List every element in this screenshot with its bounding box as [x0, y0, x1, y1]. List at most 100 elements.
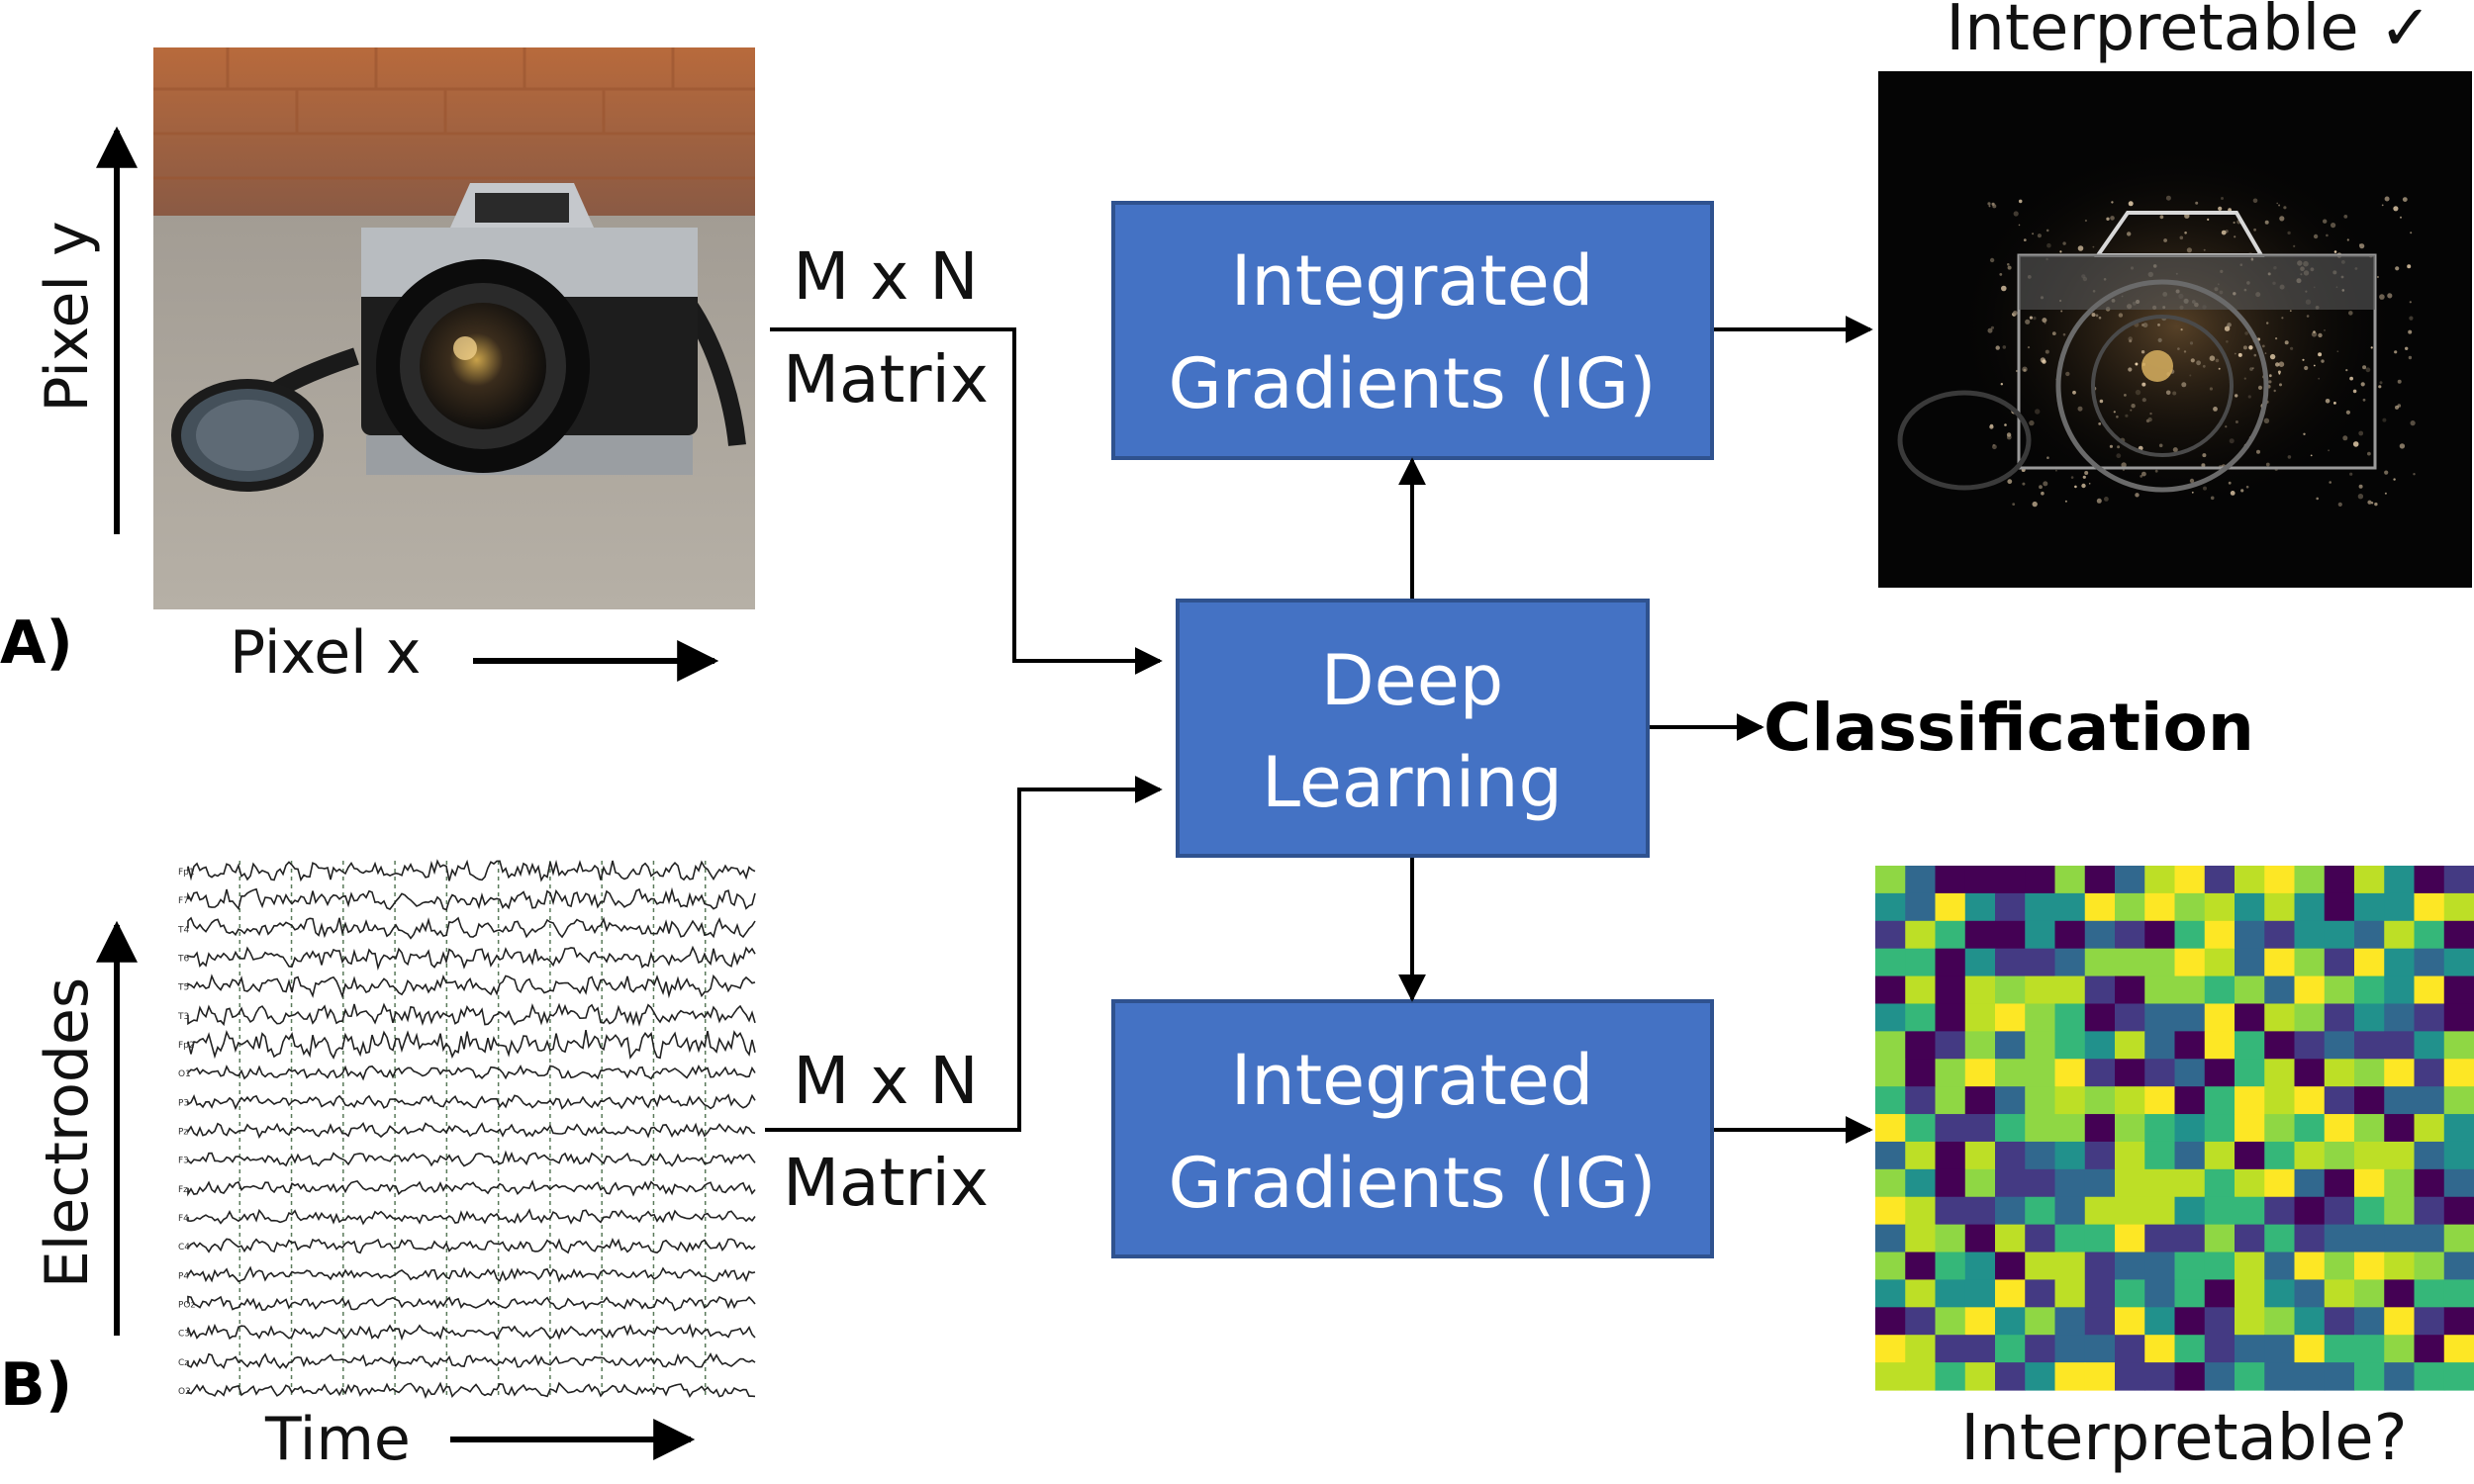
- heatmap-cell: [2264, 920, 2296, 950]
- heatmap-cell: [1935, 920, 1966, 950]
- heatmap-cell: [1905, 892, 1937, 922]
- heatmap-cell: [2025, 1168, 2056, 1198]
- heatmap-cell: [2443, 1031, 2474, 1060]
- attribution-speck: [2128, 367, 2133, 372]
- heatmap-cell: [2384, 892, 2416, 922]
- heatmap-cell: [2174, 1059, 2206, 1087]
- heatmap-cell: [2414, 866, 2445, 894]
- heatmap-cell: [2384, 920, 2416, 950]
- heatmap-cell: [1935, 948, 1966, 977]
- heatmap-cell: [2144, 1059, 2176, 1087]
- heatmap-cell: [2294, 1031, 2326, 1060]
- heatmap-cell: [2354, 920, 2385, 950]
- heatmap-cell: [2235, 1003, 2265, 1032]
- heatmap-cell: [2084, 1335, 2116, 1363]
- attribution-speck: [2234, 235, 2236, 238]
- heatmap-cell: [2084, 1168, 2116, 1198]
- attribution-speck: [2358, 430, 2364, 436]
- attribution-speck: [2218, 206, 2223, 211]
- heatmap-cell: [2174, 1003, 2206, 1032]
- heatmap-cell: [2294, 975, 2326, 1005]
- heatmap-cell: [2294, 1168, 2326, 1198]
- heatmap-cell: [2235, 1196, 2265, 1226]
- heatmap-cell: [2025, 1224, 2056, 1253]
- attribution-speck: [2384, 196, 2390, 202]
- attribution-speck: [2088, 483, 2091, 485]
- attribution-speck: [2018, 224, 2021, 227]
- attribution-speck: [2256, 449, 2260, 454]
- attribution-speck: [2128, 336, 2133, 341]
- heatmap-cell: [2235, 948, 2265, 977]
- heatmap-cell: [1964, 1168, 1996, 1198]
- attribution-speck: [2395, 266, 2400, 271]
- eeg-trace: [187, 1029, 756, 1060]
- attribution-speck: [2140, 475, 2143, 478]
- heatmap-cell: [2384, 1335, 2416, 1363]
- attribution-speck: [2117, 445, 2121, 449]
- heatmap-cell: [2144, 1279, 2176, 1308]
- heatmap-cell: [2084, 920, 2116, 950]
- attribution-speck: [2277, 370, 2281, 374]
- attribution-speck: [2318, 332, 2323, 338]
- heatmap-cell: [2084, 1114, 2116, 1143]
- heatmap-cell: [2294, 1362, 2326, 1391]
- heatmap-cell: [2324, 892, 2355, 922]
- heatmap-cell: [2115, 1168, 2145, 1198]
- attribution-speck: [2165, 390, 2171, 396]
- eeg-electrode-label: O2: [178, 1387, 191, 1397]
- attribution-speck: [2321, 359, 2325, 363]
- attribution-speck: [1989, 257, 1995, 263]
- attribution-speck: [2245, 485, 2249, 489]
- attribution-speck: [2410, 420, 2416, 426]
- heatmap-cell: [2204, 1031, 2236, 1060]
- heatmap-cell: [2443, 1196, 2474, 1226]
- heatmap-cell: [2054, 1086, 2086, 1115]
- heatmap-cell: [2294, 866, 2326, 894]
- attribution-speck: [2196, 360, 2202, 366]
- eeg-electrode-label: Fz: [178, 1185, 188, 1195]
- heatmap-cell: [1935, 1307, 1966, 1336]
- attribution-speck: [2264, 352, 2267, 354]
- attribution-speck: [2326, 233, 2329, 237]
- heatmap-cell: [1995, 1362, 2026, 1391]
- attribution-speck: [2142, 323, 2148, 328]
- heatmap-cell: [1964, 1224, 1996, 1253]
- attribution-speck: [2345, 369, 2348, 372]
- attribution-speck: [2352, 441, 2359, 447]
- heatmap-cell: [1875, 1059, 1906, 1087]
- attribution-speck: [2387, 293, 2393, 299]
- heatmap-cell: [2115, 948, 2145, 977]
- attribution-speck: [2360, 382, 2365, 387]
- attribution-speck: [2287, 231, 2291, 235]
- heatmap-cell: [2384, 1252, 2416, 1281]
- heatmap-cell: [2204, 1059, 2236, 1087]
- heatmap-cell: [2174, 1307, 2206, 1336]
- attribution-speck: [2384, 470, 2389, 475]
- attribution-speck: [1987, 327, 1993, 333]
- attribution-speck: [2345, 410, 2350, 415]
- heatmap-cell: [1875, 1141, 1906, 1170]
- heatmap-cell: [2204, 1196, 2236, 1226]
- attribution-speck: [2302, 358, 2305, 361]
- attribution-speck: [2226, 340, 2229, 343]
- heatmap-cell: [2115, 1059, 2145, 1087]
- heatmap-cell: [2414, 1362, 2445, 1391]
- heatmap-cell: [2235, 1279, 2265, 1308]
- attribution-speck: [2095, 314, 2099, 318]
- heatmap-cell: [2443, 1224, 2474, 1253]
- heatmap-cell: [2144, 948, 2176, 977]
- eeg-trace: [187, 1093, 756, 1110]
- heatmap-cell: [2235, 1059, 2265, 1087]
- attribution-speck: [2408, 329, 2413, 334]
- eeg-electrode-label: POz: [178, 1301, 196, 1311]
- heatmap-cell: [1995, 866, 2026, 894]
- attribution-speck: [2007, 263, 2010, 266]
- heatmap-cell: [2025, 1114, 2056, 1143]
- eeg-trace: [187, 1179, 756, 1197]
- heatmap-cell: [2264, 1196, 2296, 1226]
- eeg-trace: [187, 886, 756, 911]
- heatmap-cell: [2235, 1224, 2265, 1253]
- attribution-speck: [2202, 453, 2207, 458]
- eeg-electrode-label: T3: [177, 1012, 189, 1022]
- heatmap-cell: [2294, 1224, 2326, 1253]
